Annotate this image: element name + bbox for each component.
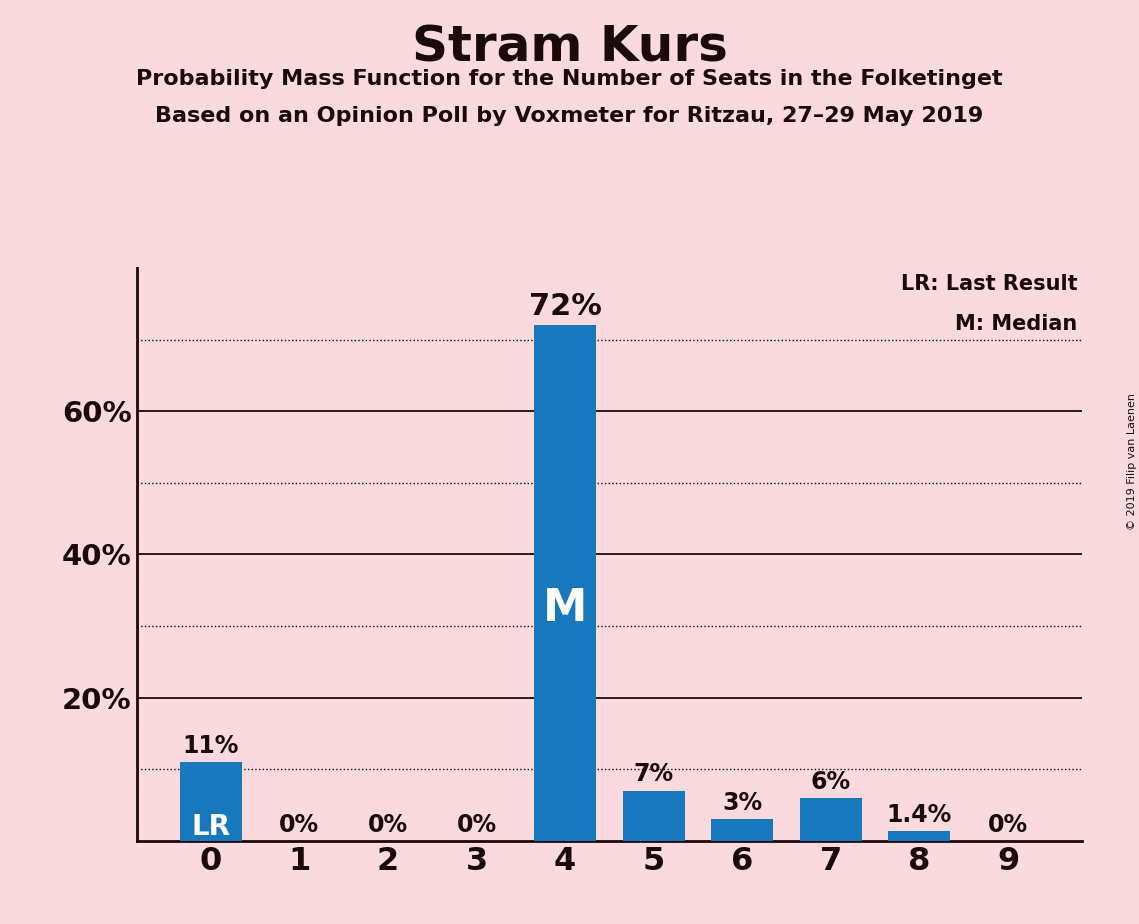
Text: 7%: 7% xyxy=(633,762,674,786)
Text: 0%: 0% xyxy=(368,812,408,836)
Text: Stram Kurs: Stram Kurs xyxy=(411,23,728,71)
Bar xyxy=(888,831,950,841)
Bar xyxy=(711,820,773,841)
Bar xyxy=(623,791,685,841)
Text: 0%: 0% xyxy=(988,812,1029,836)
Text: LR: Last Result: LR: Last Result xyxy=(901,274,1077,294)
Bar xyxy=(180,762,241,841)
Text: 0%: 0% xyxy=(279,812,319,836)
Bar xyxy=(800,797,862,841)
Text: Probability Mass Function for the Number of Seats in the Folketinget: Probability Mass Function for the Number… xyxy=(137,69,1002,90)
Text: 6%: 6% xyxy=(811,770,851,794)
Text: M: M xyxy=(543,588,588,630)
Text: LR: LR xyxy=(191,813,230,841)
Text: 11%: 11% xyxy=(182,734,239,758)
Text: 3%: 3% xyxy=(722,791,762,815)
Text: 1.4%: 1.4% xyxy=(887,803,952,826)
Text: 72%: 72% xyxy=(528,292,601,321)
Text: © 2019 Filip van Laenen: © 2019 Filip van Laenen xyxy=(1126,394,1137,530)
Bar xyxy=(534,325,596,841)
Text: M: Median: M: Median xyxy=(956,314,1077,334)
Text: 0%: 0% xyxy=(457,812,497,836)
Text: Based on an Opinion Poll by Voxmeter for Ritzau, 27–29 May 2019: Based on an Opinion Poll by Voxmeter for… xyxy=(155,106,984,127)
